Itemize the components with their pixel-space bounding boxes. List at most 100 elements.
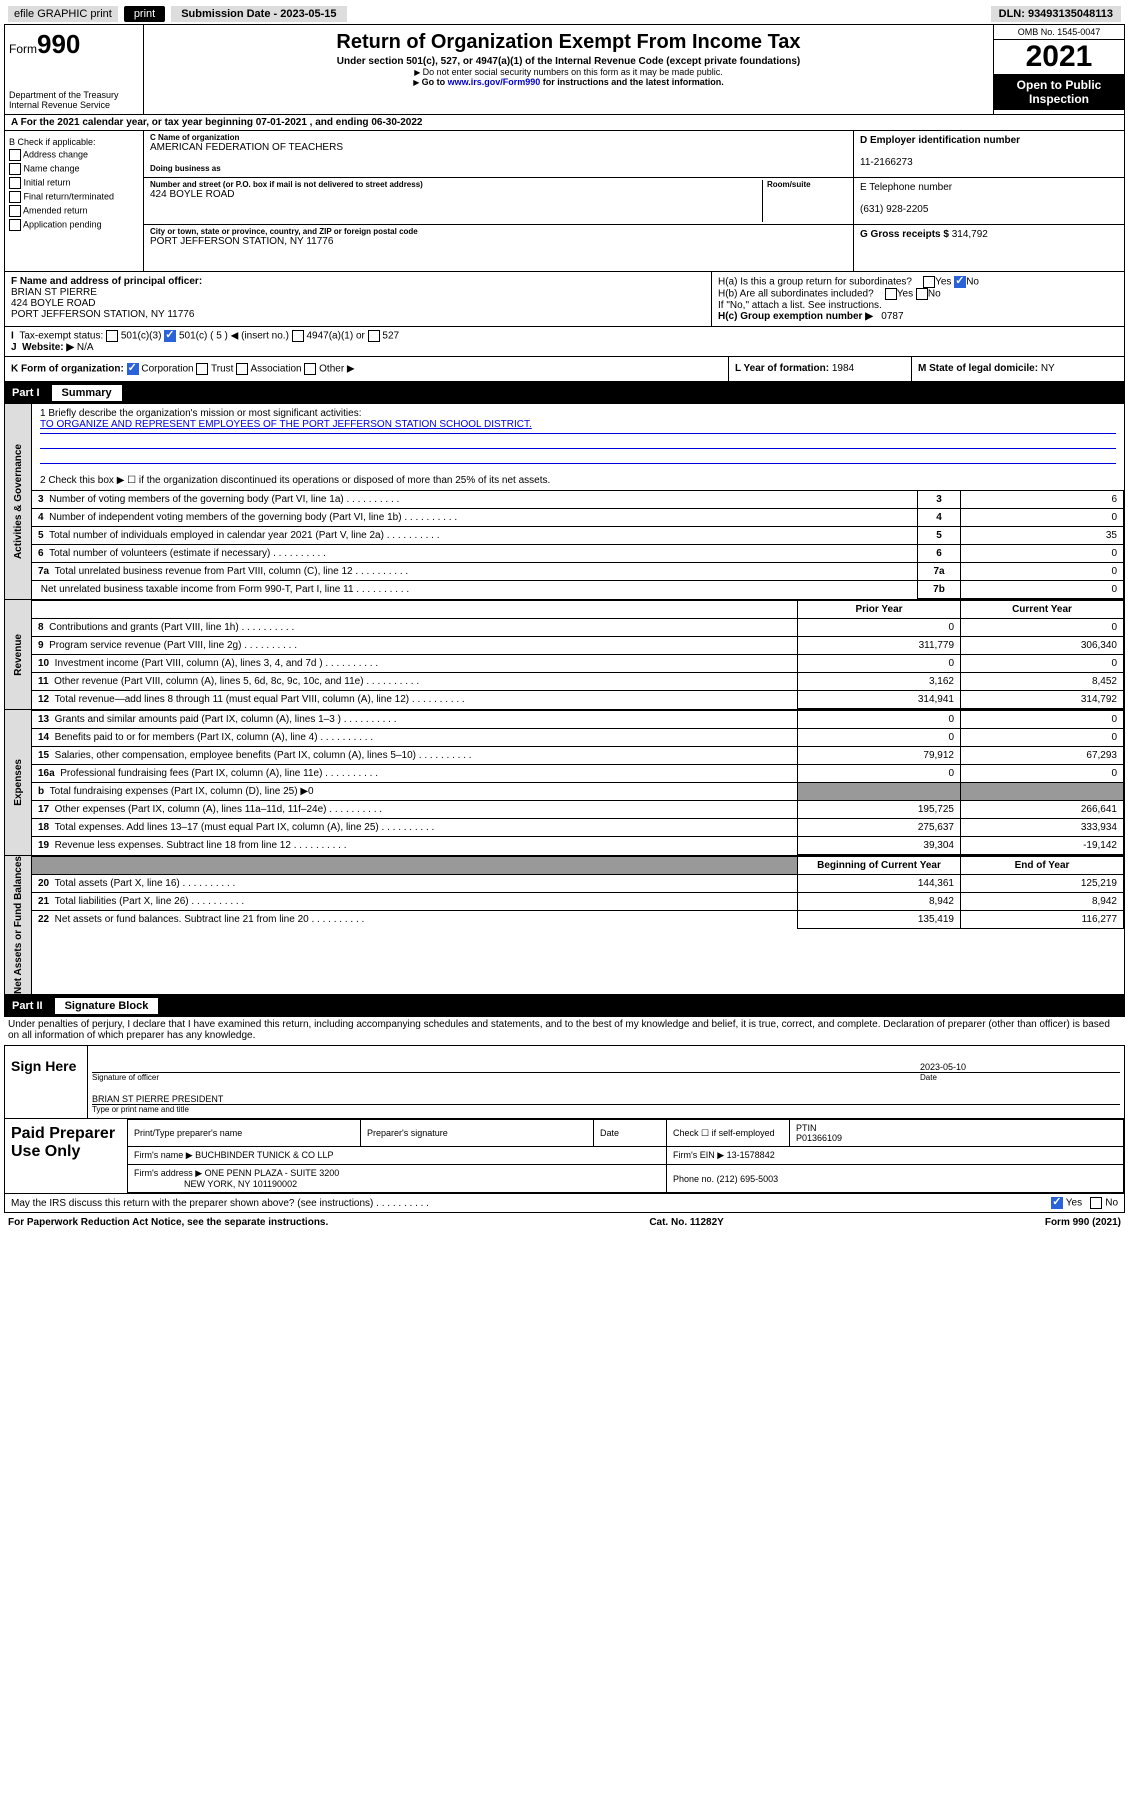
checkbox-icon[interactable]: [304, 363, 316, 375]
checkbox-icon[interactable]: [923, 276, 935, 288]
footer: For Paperwork Reduction Act Notice, see …: [4, 1213, 1125, 1232]
governance-table: 3 Number of voting members of the govern…: [32, 490, 1124, 599]
checkbox-checked-icon[interactable]: [954, 276, 966, 288]
website-label: Website: ▶: [22, 342, 74, 353]
checkbox-icon[interactable]: [196, 363, 208, 375]
checkbox-icon[interactable]: [236, 363, 248, 375]
revenue-block: Revenue Prior YearCurrent Year 8 Contrib…: [4, 600, 1125, 710]
gross-label: G Gross receipts $: [860, 229, 949, 240]
sidebar-governance: Activities & Governance: [5, 404, 32, 599]
checkbox-icon[interactable]: [106, 330, 118, 342]
box-f: F Name and address of principal officer:…: [5, 272, 711, 326]
prep-date-label: Date: [594, 1120, 667, 1147]
sidebar-netassets: Net Assets or Fund Balances: [5, 856, 32, 994]
sign-date: 2023-05-10: [920, 1062, 1120, 1072]
chk-amended: Amended return: [23, 205, 88, 215]
q2-label: 2 Check this box ▶ ☐ if the organization…: [40, 475, 1116, 486]
form-org-label: K Form of organization:: [11, 364, 124, 375]
firm-ein-label: Firm's EIN ▶: [673, 1150, 724, 1160]
form-header: Form990 Department of the Treasury Inter…: [4, 24, 1125, 115]
row-a-period: A For the 2021 calendar year, or tax yea…: [4, 115, 1125, 131]
ptin-label: PTIN: [796, 1123, 817, 1133]
print-button[interactable]: print: [124, 6, 165, 22]
room-label: Room/suite: [767, 180, 847, 189]
netassets-table: Beginning of Current YearEnd of Year 20 …: [32, 856, 1124, 929]
opt-4947: 4947(a)(1) or: [306, 331, 364, 342]
year-formation-value: 1984: [832, 363, 854, 374]
firm-phone: (212) 695-5003: [717, 1174, 779, 1184]
sign-here-label: Sign Here: [5, 1046, 88, 1118]
checkbox-icon[interactable]: [9, 177, 21, 189]
ptin-value: P01366109: [796, 1133, 842, 1143]
chk-name-change: Name change: [24, 163, 80, 173]
sign-here-block: Sign Here 2023-05-10 Signature of office…: [4, 1045, 1125, 1119]
governance-block: Activities & Governance 1 Briefly descri…: [4, 404, 1125, 600]
website-value: N/A: [77, 342, 94, 353]
header-right: OMB No. 1545-0047 2021 Open to Public In…: [994, 25, 1124, 114]
prior-year-header: Prior Year: [855, 604, 902, 615]
sig-officer-label: Signature of officer: [92, 1073, 920, 1082]
current-year-header: Current Year: [1012, 604, 1072, 615]
row-k-l-m: K Form of organization: Corporation Trus…: [4, 357, 1125, 382]
firm-name-label: Firm's name ▶: [134, 1150, 193, 1160]
checkbox-checked-icon[interactable]: [164, 330, 176, 342]
checkbox-icon[interactable]: [885, 288, 897, 300]
part2-header: Part II Signature Block: [4, 995, 1125, 1017]
year-formation-label: L Year of formation:: [735, 363, 829, 374]
checkbox-icon[interactable]: [916, 288, 928, 300]
q1-label: 1 Briefly describe the organization's mi…: [40, 408, 1116, 419]
checkbox-icon[interactable]: [368, 330, 380, 342]
checkbox-icon[interactable]: [9, 219, 21, 231]
officer-addr1: 424 BOYLE ROAD: [11, 298, 95, 309]
firm-phone-label: Phone no.: [673, 1174, 714, 1184]
checkbox-checked-icon[interactable]: [127, 363, 139, 375]
gross-value: 314,792: [952, 229, 988, 240]
checkbox-icon[interactable]: [9, 205, 21, 217]
box-d-e-g: D Employer identification number 11-2166…: [853, 131, 1124, 271]
checkbox-icon[interactable]: [9, 149, 21, 161]
row-i-j: I Tax-exempt status: 501(c)(3) 501(c) ( …: [4, 327, 1125, 357]
chk-initial: Initial return: [24, 177, 71, 187]
ein-label: D Employer identification number: [860, 135, 1020, 146]
mission-blank: [40, 449, 1116, 464]
prep-name-label: Print/Type preparer's name: [128, 1120, 361, 1147]
checkbox-icon[interactable]: [1090, 1197, 1102, 1209]
opt-527: 527: [382, 331, 399, 342]
firm-name: BUCHBINDER TUNICK & CO LLP: [195, 1150, 333, 1160]
opt-501c3: 501(c)(3): [121, 331, 162, 342]
paid-preparer-block: Paid Preparer Use Only Print/Type prepar…: [4, 1119, 1125, 1194]
irs-link[interactable]: www.irs.gov/Form990: [448, 77, 541, 87]
firm-addr2: NEW YORK, NY 101190002: [184, 1179, 297, 1189]
org-name-label: C Name of organization: [150, 133, 847, 142]
checkbox-icon[interactable]: [9, 163, 21, 175]
boy-header: Beginning of Current Year: [817, 860, 941, 871]
checkbox-icon[interactable]: [292, 330, 304, 342]
block-b-c-d: B Check if applicable: Address change Na…: [4, 131, 1125, 272]
dept-label: Department of the Treasury Internal Reve…: [9, 90, 139, 110]
expenses-block: Expenses 13 Grants and similar amounts p…: [4, 710, 1125, 856]
phone-label: E Telephone number: [860, 182, 952, 193]
hb-label: H(b) Are all subordinates included?: [718, 289, 874, 300]
may-irs-row: May the IRS discuss this return with the…: [4, 1194, 1125, 1213]
checkbox-icon[interactable]: [9, 191, 21, 203]
chk-final: Final return/terminated: [24, 191, 115, 201]
part1-header: Part I Summary: [4, 382, 1125, 404]
eoy-header: End of Year: [1015, 860, 1070, 871]
box-h: H(a) Is this a group return for subordin…: [711, 272, 1124, 326]
h-note: If "No," attach a list. See instructions…: [718, 300, 1118, 311]
firm-addr1: ONE PENN PLAZA - SUITE 3200: [205, 1168, 340, 1178]
hc-value: 0787: [881, 311, 903, 322]
ha-label: H(a) Is this a group return for subordin…: [718, 277, 912, 288]
part2-title: Signature Block: [55, 998, 159, 1014]
part1-num: Part I: [12, 387, 40, 399]
part1-title: Summary: [52, 385, 122, 401]
period-text: A For the 2021 calendar year, or tax yea…: [11, 117, 422, 128]
domicile-label: M State of legal domicile:: [918, 363, 1038, 374]
chk-addr-change: Address change: [23, 149, 88, 159]
top-bar: efile GRAPHIC print print Submission Dat…: [4, 4, 1125, 24]
checkbox-checked-icon[interactable]: [1051, 1197, 1063, 1209]
opt-other: Other ▶: [319, 364, 354, 375]
signer-name-label: Type or print name and title: [92, 1105, 1120, 1114]
form-title: Return of Organization Exempt From Incom…: [152, 31, 985, 54]
box-m: M State of legal domicile: NY: [911, 357, 1124, 381]
